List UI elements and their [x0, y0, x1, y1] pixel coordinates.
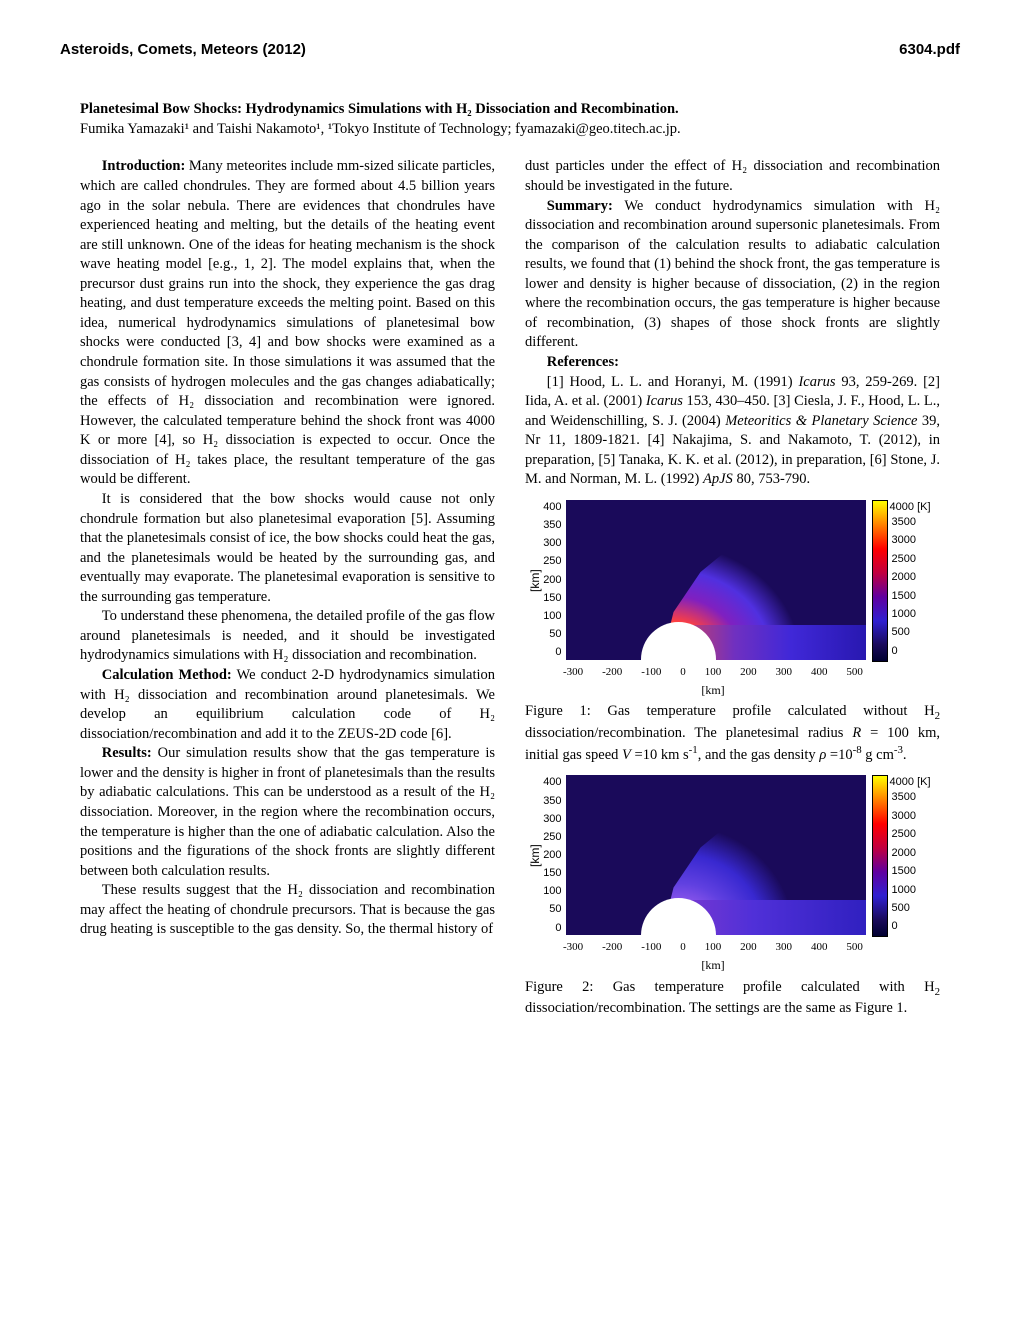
fig1-cbar-top-label: 4000 [K] [890, 500, 931, 515]
figure-1: [km] 400 350 300 250 200 150 100 50 0 [525, 500, 940, 766]
results-paragraph-2: These results suggest that the H₂ dissoc… [80, 881, 495, 940]
figure-2: [km] 400 350 300 250 200 150 100 50 0 [525, 775, 940, 1018]
header-left: Asteroids, Comets, Meteors (2012) [60, 40, 306, 60]
intro-paragraph-3: To understand these phenomena, the detai… [80, 607, 495, 666]
results-heading: Results: [102, 745, 152, 761]
figure-2-chart: [km] 400 350 300 250 200 150 100 50 0 [525, 775, 940, 937]
fig1-xaxis: -300 -200 -100 0 100 200 300 400 500 [km… [563, 665, 940, 698]
fig2-xaxis: -300 -200 -100 0 100 200 300 400 500 [km… [563, 940, 940, 973]
fig2-cbar-top-label: 4000 [K] [890, 775, 931, 790]
fig2-xticks: -300 -200 -100 0 100 200 300 400 500 [563, 940, 863, 955]
calc-heading: Calculation Method: [102, 667, 232, 683]
fig2-cbar-ticks: 3500 3000 2500 2000 1500 1000 500 0 [892, 790, 931, 934]
fig2-xlabel: [km] [563, 957, 863, 973]
fig2-colorbar [872, 775, 888, 937]
fig2-yticks: 400 350 300 250 200 150 100 50 0 [543, 775, 565, 935]
two-column-body: Introduction: Many meteorites include mm… [60, 157, 960, 1024]
paper-authors: Fumika Yamazaki¹ and Taishi Nakamoto¹, ¹… [80, 120, 940, 140]
intro-paragraph-1: Introduction: Many meteorites include mm… [80, 157, 495, 490]
fig1-caption: Figure 1: Gas temperature profile calcul… [525, 702, 940, 766]
refs-heading-line: References: [525, 353, 940, 373]
summary-paragraph: Summary: We conduct hydrodynamics simula… [525, 197, 940, 354]
fig2-plot-area [566, 775, 866, 935]
summary-heading: Summary: [547, 198, 613, 214]
fig1-yticks: 400 350 300 250 200 150 100 50 0 [543, 500, 565, 660]
fig2-ylabel: [km] [525, 775, 543, 937]
results-paragraph-1: Results: Our simulation results show tha… [80, 744, 495, 881]
left-column: Introduction: Many meteorites include mm… [80, 157, 495, 1024]
refs-body: [1] Hood, L. L. and Horanyi, M. (1991) I… [525, 373, 940, 490]
paper-title: Planetesimal Bow Shocks: Hydrodynamics S… [80, 100, 940, 120]
calc-paragraph: Calculation Method: We conduct 2-D hydro… [80, 666, 495, 744]
fig1-cbar-ticks: 3500 3000 2500 2000 1500 1000 500 0 [892, 515, 931, 659]
fig1-colorbar [872, 500, 888, 662]
fig1-ylabel: [km] [525, 500, 543, 662]
header-right: 6304.pdf [899, 40, 960, 60]
fig1-plot-area [566, 500, 866, 660]
right-column: dust particles under the effect of H₂ di… [525, 157, 940, 1024]
col2-continuation: dust particles under the effect of H₂ di… [525, 157, 940, 196]
title-block: Planetesimal Bow Shocks: Hydrodynamics S… [60, 100, 960, 139]
fig1-xlabel: [km] [563, 682, 863, 698]
intro-paragraph-2: It is considered that the bow shocks wou… [80, 490, 495, 607]
fig2-caption: Figure 2: Gas temperature profile calcul… [525, 978, 940, 1019]
intro-heading: Introduction: [102, 158, 186, 174]
figure-1-chart: [km] 400 350 300 250 200 150 100 50 0 [525, 500, 940, 662]
page-header: Asteroids, Comets, Meteors (2012) 6304.p… [60, 40, 960, 60]
fig1-xticks: -300 -200 -100 0 100 200 300 400 500 [563, 665, 863, 680]
